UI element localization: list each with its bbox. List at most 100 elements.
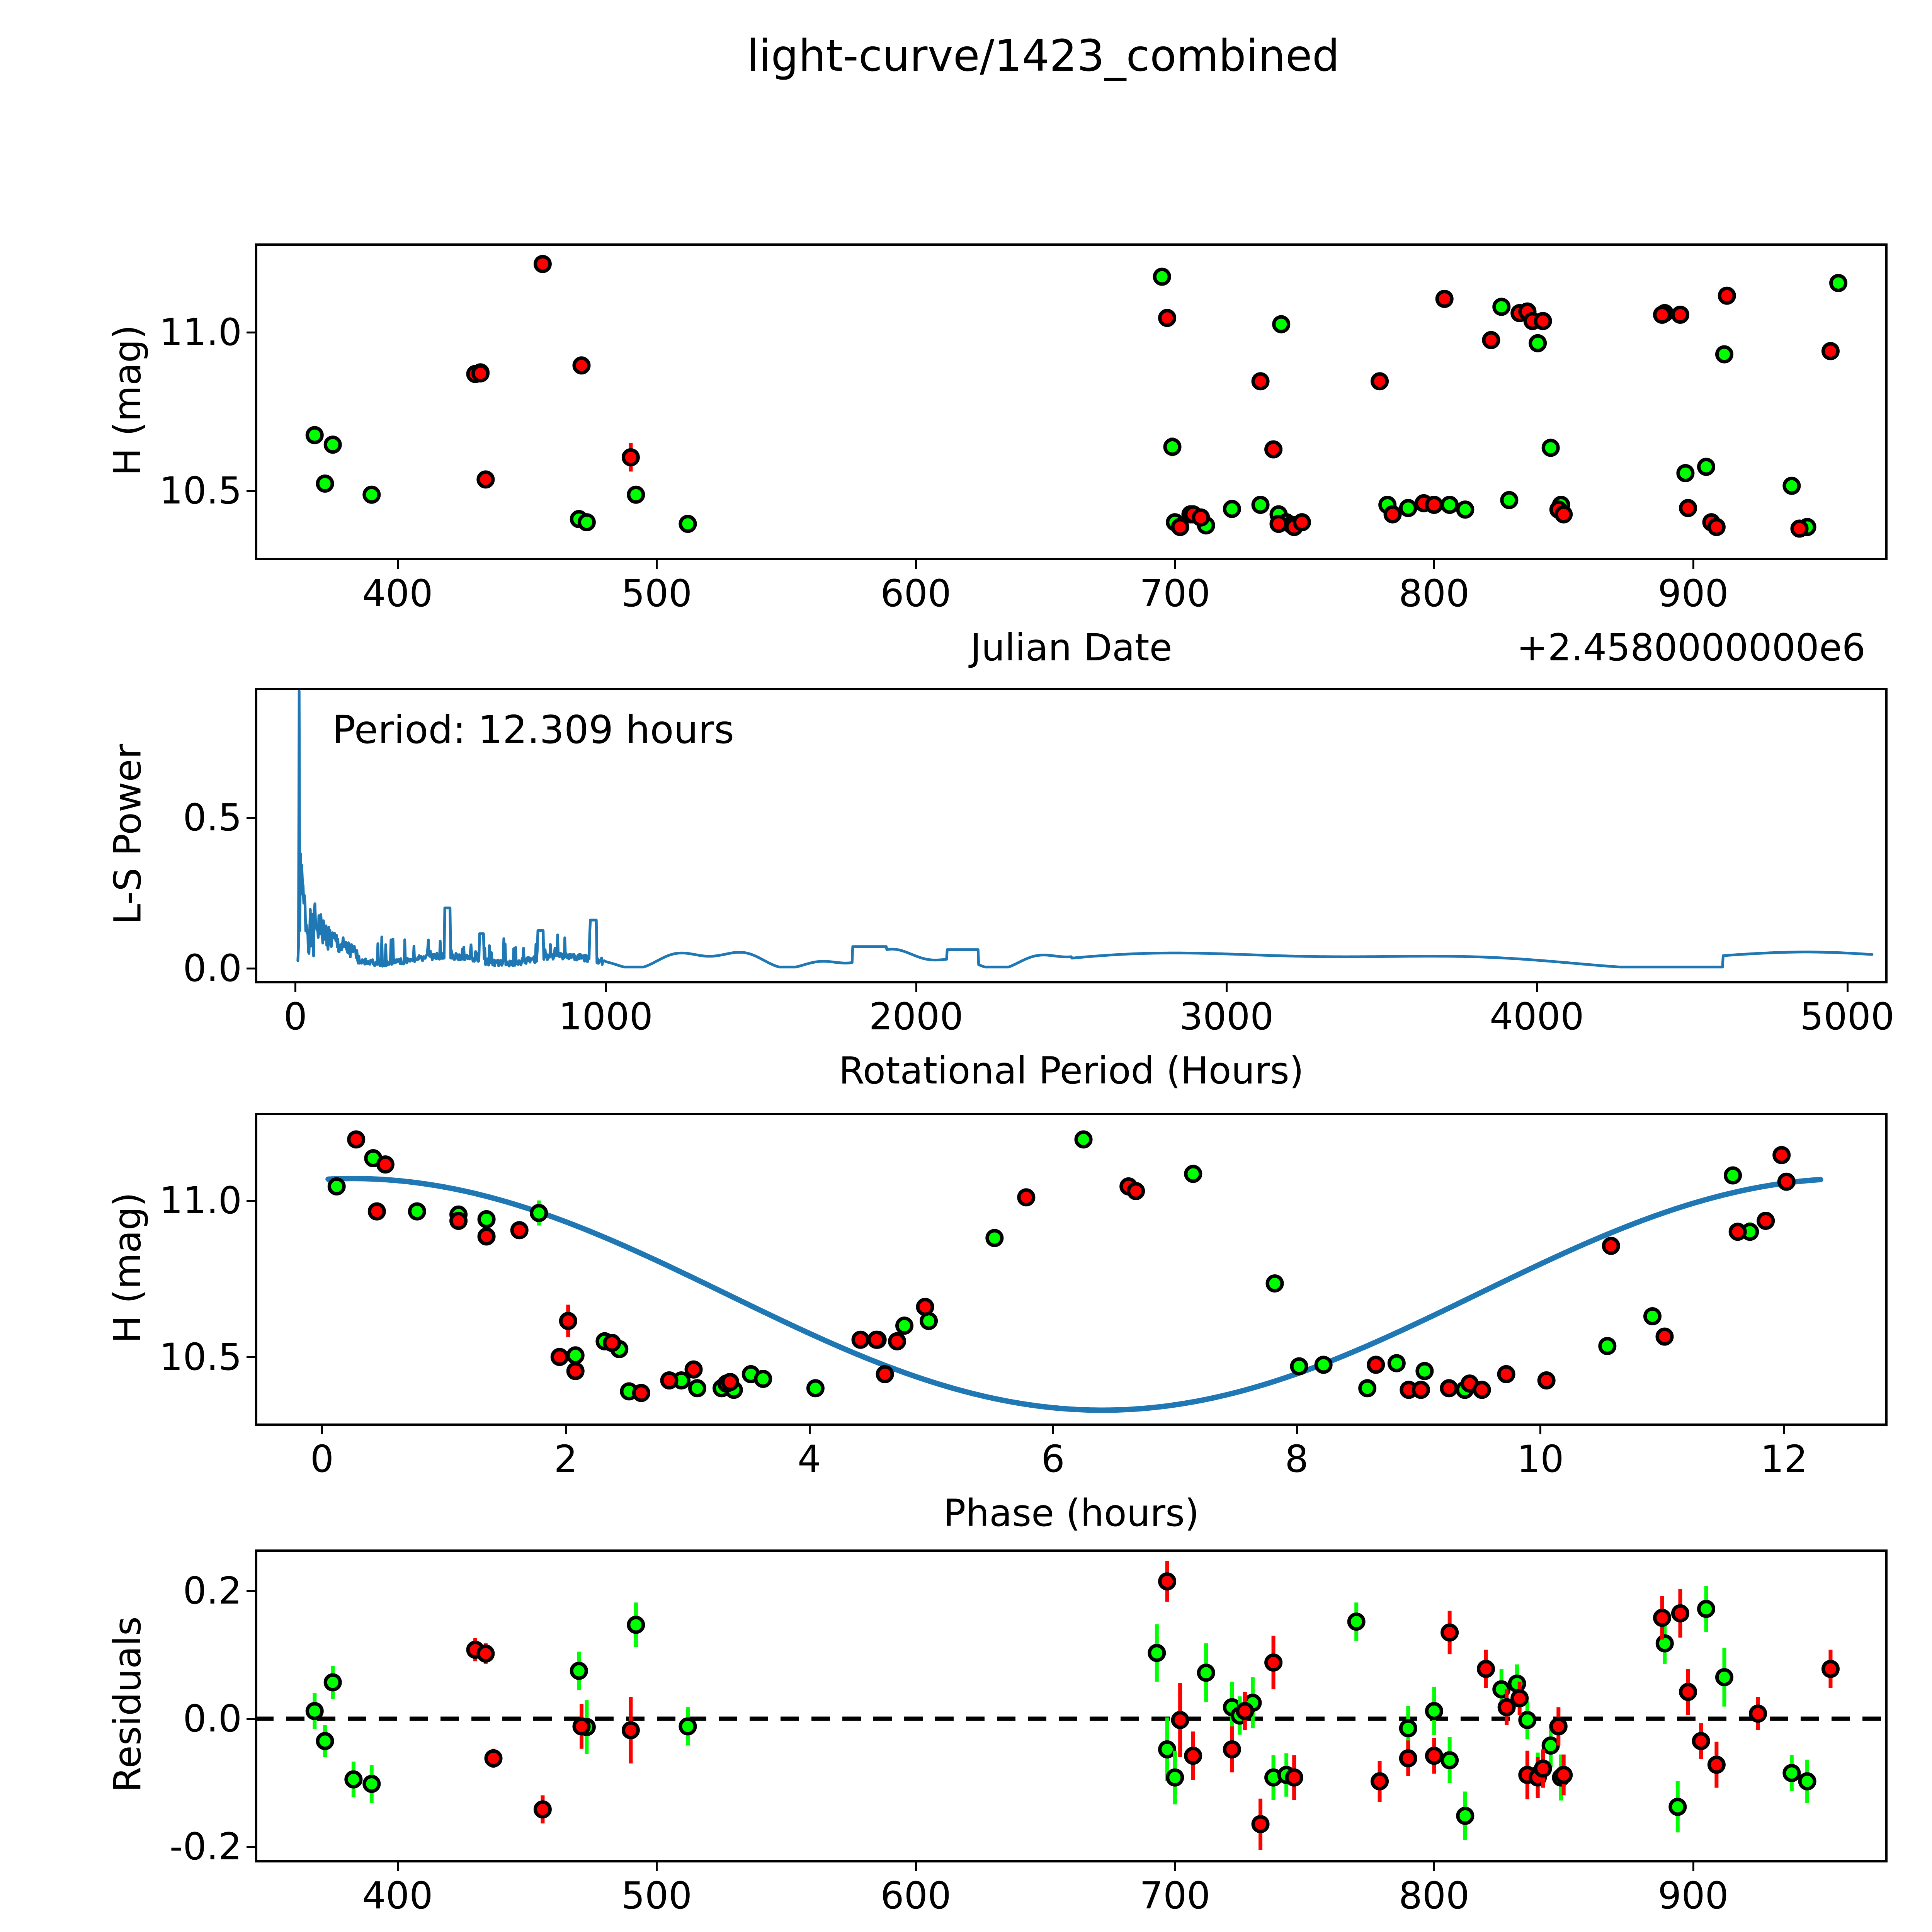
data-point <box>916 1298 934 1316</box>
data-point <box>1728 1223 1747 1241</box>
series-green <box>305 1586 1816 1840</box>
data-point <box>1184 1747 1202 1765</box>
data-point <box>1371 1772 1389 1791</box>
data-point <box>806 1379 825 1398</box>
x-tick-label: 800 <box>1398 572 1469 615</box>
data-point <box>1790 519 1809 538</box>
data-point <box>408 1202 426 1221</box>
data-point <box>1017 1188 1036 1207</box>
data-point <box>1314 1355 1333 1374</box>
x-tick-label: 800 <box>1398 1874 1469 1917</box>
data-point <box>1223 1740 1241 1759</box>
y-tick-label: 10.5 <box>159 469 242 512</box>
plot-panel-residuals <box>255 1549 1888 1862</box>
plot-panel-lomb-scargle-periodogram <box>255 688 1888 983</box>
x-tick-label: 2 <box>554 1437 578 1481</box>
data-point <box>510 1221 529 1240</box>
x-tickmark <box>294 983 297 992</box>
x-tick-label: 8 <box>1285 1437 1309 1481</box>
data-point <box>1482 331 1500 349</box>
data-point <box>627 485 645 504</box>
data-point <box>1821 1660 1840 1678</box>
data-point <box>1749 1704 1767 1723</box>
data-point <box>566 1362 585 1380</box>
data-point <box>679 515 697 533</box>
data-point <box>1541 1736 1560 1755</box>
data-point <box>1412 1381 1430 1399</box>
data-point <box>471 364 490 383</box>
x-tick-label: 400 <box>362 572 433 615</box>
x-tickmark <box>1692 560 1695 569</box>
data-point <box>1782 476 1801 495</box>
x-tick-label: 3000 <box>1179 995 1274 1038</box>
y-axis-label: Residuals <box>106 1616 149 1793</box>
data-point <box>1715 345 1733 364</box>
y-tickmark <box>247 1590 255 1592</box>
x-tickmark <box>321 1426 323 1434</box>
data-point <box>1440 1379 1458 1398</box>
data-point <box>1534 1759 1552 1778</box>
x-tickmark <box>1174 1862 1176 1871</box>
data-point <box>362 485 381 504</box>
figure-title: light-curve/1423_combined <box>747 31 1340 81</box>
x-tickmark <box>1433 1862 1435 1871</box>
x-tickmark <box>656 1862 658 1871</box>
plot-panel-raw-light-curve <box>255 243 1888 560</box>
data-point <box>754 1370 772 1388</box>
x-axis-offset-label: +2.4580000000e6 <box>1517 1928 1866 1932</box>
data-point <box>660 1371 679 1390</box>
data-point <box>1492 298 1511 316</box>
data-point <box>1655 1327 1674 1346</box>
data-point <box>1367 1355 1385 1374</box>
x-axis-offset-label: +2.4580000000e6 <box>1517 626 1866 669</box>
data-point <box>1074 1130 1093 1149</box>
data-point <box>577 513 596 532</box>
data-point <box>1158 1572 1177 1591</box>
data-point <box>1549 1717 1568 1736</box>
data-point <box>1148 1644 1166 1662</box>
data-point <box>684 1360 703 1379</box>
data-point <box>1166 1768 1184 1787</box>
data-point <box>1264 440 1283 459</box>
y-tickmark <box>247 490 255 492</box>
x-tick-label: 400 <box>362 1874 433 1917</box>
x-axis-label: Rotational Period (Hours) <box>838 1049 1304 1092</box>
data-point <box>1529 334 1547 352</box>
data-point <box>1272 315 1291 333</box>
x-tick-label: 0 <box>283 995 307 1038</box>
data-point <box>603 1333 621 1352</box>
data-point <box>1456 1806 1475 1825</box>
x-tickmark <box>1226 983 1228 992</box>
data-point <box>1127 1182 1145 1200</box>
x-tick-label: 700 <box>1139 572 1211 615</box>
data-point <box>1473 1381 1491 1399</box>
data-point <box>1456 500 1475 519</box>
data-point <box>316 474 334 493</box>
y-tick-label: 0.2 <box>183 1569 242 1613</box>
data-point <box>572 356 591 375</box>
data-point <box>1293 513 1311 532</box>
data-point <box>1598 1337 1617 1355</box>
y-tick-label: 11.0 <box>159 310 242 354</box>
x-tick-label: 2000 <box>869 995 964 1038</box>
y-tick-label: -0.2 <box>169 1825 242 1868</box>
data-point <box>1602 1236 1620 1255</box>
data-point <box>1415 1362 1434 1380</box>
x-tickmark <box>1536 983 1538 992</box>
x-tick-label: 4 <box>798 1437 821 1481</box>
data-point <box>1679 499 1697 517</box>
data-point <box>1655 1634 1674 1653</box>
x-tickmark <box>1052 1426 1054 1434</box>
data-point <box>484 1749 503 1768</box>
data-point <box>1440 1751 1459 1770</box>
x-axis-label: Phase (hours) <box>943 1492 1199 1535</box>
data-point <box>1477 1660 1495 1678</box>
data-point <box>1197 1663 1215 1682</box>
data-point <box>476 470 495 489</box>
data-point <box>1251 496 1270 514</box>
data-point <box>1653 1609 1672 1627</box>
y-tick-label: 10.5 <box>159 1335 242 1379</box>
period-annotation: Period: 12.309 hours <box>332 707 735 752</box>
sinusoid-fit-line <box>325 1176 1823 1413</box>
